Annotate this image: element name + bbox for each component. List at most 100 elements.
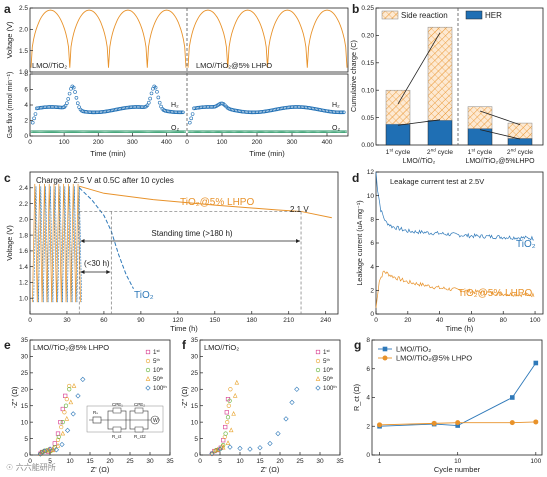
- nyquist-point: [64, 415, 70, 421]
- x-axis-label: Cycle number: [434, 465, 481, 474]
- y-tick-label: 0.00: [361, 142, 374, 149]
- legend-swatch-her: [465, 10, 483, 20]
- y-axis-label: R_ct (Ω): [352, 384, 361, 411]
- panel-letter-e: e: [4, 338, 11, 352]
- nyquist-point: [227, 444, 233, 450]
- x-tick-label: 20: [276, 458, 284, 465]
- nyquist-point: [213, 448, 219, 453]
- panel-f-axes: 0 5 10 15 20 25 30 35 0 5 10 15 20 25 30 35 Z' (Ω) -Z'' (…: [180, 337, 344, 474]
- nyquist-point: [63, 393, 68, 398]
- nyquist-point: [223, 424, 228, 430]
- nyquist-point: [294, 386, 300, 392]
- y-tick-label: 1.0: [19, 69, 28, 76]
- y-tick-label: 0.15: [361, 60, 374, 67]
- y-tick-label: 1.6: [19, 248, 28, 255]
- cycling-trace-lhpo: [32, 183, 38, 303]
- nyquist-point: [37, 451, 44, 457]
- legend-marker: [145, 358, 151, 364]
- legend-label: 1st: [323, 348, 330, 356]
- y-tick-label: 6: [366, 366, 370, 373]
- h2-point: [73, 90, 77, 94]
- x-tick-label: 15: [256, 458, 264, 465]
- panel-b-frame: [375, 7, 544, 146]
- legend-marker: [315, 367, 321, 373]
- panel-b-legend: Side reaction HER: [381, 10, 502, 20]
- y-tick-label: 2: [370, 288, 374, 295]
- y-tick-label: 12: [367, 169, 375, 176]
- nyquist-point: [71, 383, 77, 388]
- nyquist-point: [60, 420, 65, 425]
- x-tick-label: 10: [454, 458, 462, 465]
- y-tick-label: 15: [191, 403, 199, 410]
- y-tick-label: 2.0: [19, 217, 28, 224]
- cycling-trace-tio2: [33, 186, 39, 303]
- circuit-label-cpe2: CPE₂: [134, 402, 145, 407]
- panel-letter-g: g: [354, 338, 361, 352]
- series-line: [78, 187, 134, 289]
- panel-b-axes: 1st cycle 2nd cycle 1st cycle 2nd cycle 0.00…: [349, 5, 535, 165]
- legend-label: LMO//TiO₂@5% LHPO: [396, 354, 472, 363]
- nyquist-point: [225, 420, 230, 425]
- x-tick-label: 300: [127, 139, 138, 146]
- legend-marker: [145, 376, 151, 381]
- panel-c-v-label: 2.1 V: [290, 205, 309, 214]
- panel-c-short-label: (<30 h): [84, 259, 110, 268]
- panel-d: d 0 20 40 60 80 100 0 2 4 6 8 10 12 Time (h) Leakage c…: [352, 169, 544, 333]
- legend-marker: [315, 385, 321, 391]
- legend-label-side: Side reaction: [401, 11, 448, 20]
- panel-d-content: [375, 171, 535, 309]
- bar-side-reaction: [507, 122, 533, 139]
- y-tick-label: 4: [370, 264, 374, 271]
- panel-a: a 1.0 1.5 2.0 2.5 0 2 4 6 8 0 100 200 300 400 0 100 200…: [4, 2, 349, 158]
- nyquist-point: [215, 447, 220, 453]
- nyquist-point: [226, 403, 231, 408]
- panel-letter-f: f: [182, 338, 187, 352]
- y-tick-label: 15: [21, 403, 29, 410]
- watermark: ☉ 六六能研所: [6, 462, 56, 472]
- panel-a-label-right: LMO//TiO₂@5% LHPO: [196, 61, 272, 70]
- y-tick-label: 30: [191, 354, 199, 361]
- y-tick-label: 0.10: [361, 87, 374, 94]
- h2-point: [189, 116, 193, 121]
- nyquist-point: [221, 438, 226, 443]
- x-tick-label: 0: [374, 317, 378, 324]
- x-tick-label: 100: [530, 317, 541, 324]
- nyquist-point: [60, 430, 66, 436]
- y-tick-label: 0: [24, 452, 28, 459]
- x-tick-label: 30: [63, 317, 71, 324]
- y-tick-label: 8: [370, 217, 374, 224]
- x-tick-label: 2nd cycle: [427, 148, 453, 157]
- y-tick-label: 25: [21, 370, 29, 377]
- x-axis-label: Z' (Ω): [91, 465, 110, 474]
- legend-label: 5th: [323, 357, 330, 365]
- nyquist-point: [68, 399, 74, 405]
- panel-c-annotation: Charge to 2.5 V at 0.5C after 10 cycles: [36, 176, 174, 185]
- x-tick-label: 40: [436, 317, 444, 324]
- nyquist-point: [221, 443, 226, 448]
- nyquist-point: [67, 383, 72, 389]
- legend-label: 100th: [323, 384, 337, 392]
- circuit-label-rs: Rₛ: [93, 410, 98, 415]
- panel-a-gas-series: [30, 84, 347, 133]
- panel-g-content: [377, 360, 539, 429]
- data-point: [533, 419, 539, 425]
- trend-arrow: [479, 110, 521, 126]
- nyquist-point: [224, 410, 229, 415]
- x-tick-label: 15: [86, 458, 94, 465]
- y-tick-label: 6: [24, 87, 28, 94]
- series-line: [375, 270, 535, 309]
- cycling-trace-lhpo: [51, 183, 57, 303]
- cycling-trace-lhpo: [65, 183, 72, 303]
- x-tick-label: 120: [172, 317, 183, 324]
- arrow-head: [80, 239, 85, 243]
- panel-d-axes: 0 20 40 60 80 100 0 2 4 6 8 10 12 Time (h) Leakage cur…: [355, 169, 541, 333]
- cycling-trace-tio2: [42, 186, 49, 303]
- y-tick-label: 0: [370, 311, 374, 318]
- panel-c-content: [32, 183, 332, 314]
- nyquist-point: [52, 441, 57, 446]
- x-tick-label: 400: [161, 139, 172, 146]
- nyquist-point: [275, 431, 281, 437]
- h2-point: [146, 100, 151, 105]
- x-tick-label: 1st cycle: [386, 148, 411, 157]
